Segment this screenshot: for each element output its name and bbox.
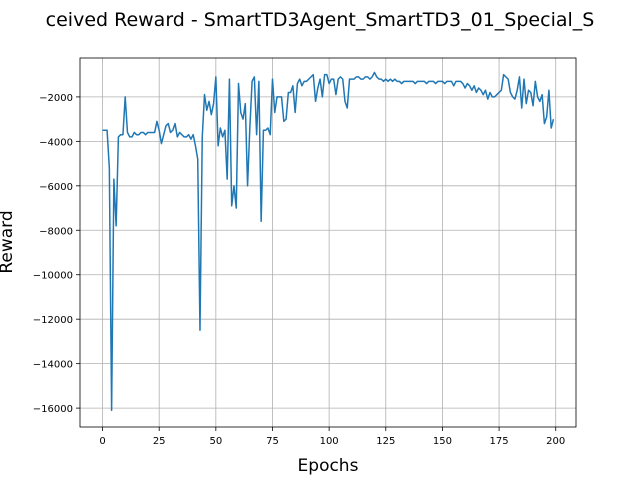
x-tick-label: 0 <box>99 436 105 447</box>
y-tick-label: −12000 <box>33 315 73 326</box>
y-tick-label: −16000 <box>33 404 73 415</box>
x-tick-label: 125 <box>376 436 395 447</box>
data-line <box>102 71 555 412</box>
y-tick-label: −8000 <box>39 226 73 237</box>
x-tick-label: 75 <box>266 436 279 447</box>
chart-title: ceived Reward - SmartTD3Agent_SmartTD3_0… <box>46 9 595 31</box>
y-tick-label: −10000 <box>33 271 73 282</box>
x-axis-label: Epochs <box>298 456 359 476</box>
y-tick-label: −14000 <box>33 360 73 371</box>
y-tick-label: −6000 <box>39 182 73 193</box>
x-tick-label: 175 <box>490 436 509 447</box>
x-tick-label: 100 <box>320 436 339 447</box>
x-tick-label: 50 <box>209 436 222 447</box>
y-tick-label: −4000 <box>39 137 73 148</box>
x-tick-label: 150 <box>433 436 452 447</box>
y-tick-label: −2000 <box>39 93 73 104</box>
plot-frame <box>79 57 577 428</box>
x-tick-label: 25 <box>153 436 166 447</box>
y-axis-label: Reward <box>0 210 17 273</box>
x-tick-label: 200 <box>546 436 565 447</box>
